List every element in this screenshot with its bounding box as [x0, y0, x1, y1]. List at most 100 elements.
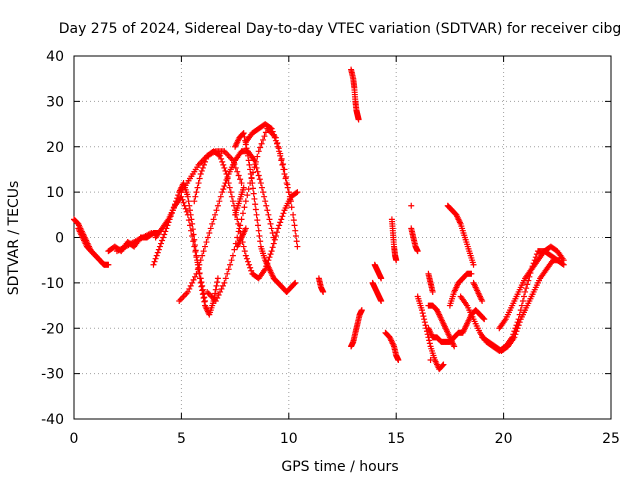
data-point-marker: [533, 251, 540, 258]
data-point-marker: [421, 316, 428, 323]
x-tick-label: 15: [387, 431, 405, 447]
data-point-marker: [262, 198, 269, 205]
data-point-marker: [418, 307, 425, 314]
data-point-marker: [256, 232, 263, 239]
data-point-marker: [196, 261, 203, 268]
data-point-marker: [523, 285, 530, 292]
data-point-marker: [244, 149, 251, 156]
data-point-marker: [291, 280, 298, 287]
data-point-marker: [294, 189, 301, 196]
data-point-marker: [269, 128, 276, 135]
data-point-marker: [287, 198, 294, 205]
data-point-marker: [261, 193, 268, 200]
data-point-marker: [265, 211, 272, 218]
data-point-marker: [252, 201, 259, 208]
data-point-marker: [151, 258, 158, 265]
data-point-marker: [224, 175, 231, 182]
data-point-marker: [186, 207, 193, 214]
data-point-marker: [288, 204, 295, 211]
data-point-marker: [226, 184, 233, 191]
data-point-marker: [256, 176, 263, 183]
data-point-marker: [197, 275, 204, 282]
data-point-marker: [228, 257, 235, 264]
data-point-marker: [257, 180, 264, 187]
data-point-marker: [254, 217, 261, 224]
data-point-marker: [283, 180, 290, 187]
data-point-marker: [240, 184, 247, 191]
data-point-marker: [519, 298, 526, 305]
data-point-marker: [222, 167, 229, 174]
data-point-marker: [272, 137, 279, 144]
data-point-marker: [235, 172, 242, 179]
data-point-marker: [248, 175, 255, 182]
data-point-marker: [320, 288, 327, 295]
data-point-marker: [187, 282, 194, 289]
data-point-marker: [272, 232, 279, 239]
data-point-marker: [212, 290, 219, 297]
data-point-marker: [189, 232, 196, 239]
data-point-marker: [414, 248, 421, 255]
data-point-marker: [378, 275, 385, 282]
y-tick-label: 20: [46, 140, 64, 156]
data-point-marker: [267, 124, 274, 131]
data-point-marker: [238, 216, 245, 223]
data-point-marker: [239, 210, 246, 217]
y-axis-label: SDTVAR / TECUs: [6, 181, 22, 296]
data-point-marker: [213, 207, 220, 214]
data-point-marker: [179, 196, 186, 203]
data-point-marker: [293, 238, 300, 245]
y-tick-label: -20: [41, 321, 64, 337]
data-point-marker: [240, 243, 247, 250]
data-point-marker: [260, 136, 267, 143]
data-point-marker: [273, 229, 280, 236]
data-point-marker: [227, 189, 234, 196]
data-point-marker: [183, 208, 190, 215]
series-arc-23: [414, 293, 447, 373]
data-point-marker: [200, 248, 207, 255]
data-point-marker: [201, 294, 208, 301]
data-point-marker: [193, 270, 200, 277]
data-point-marker: [426, 340, 433, 347]
data-point-marker: [237, 176, 244, 183]
x-tick-label: 20: [495, 431, 513, 447]
series-arc-28: [479, 257, 563, 354]
data-point-marker: [276, 148, 283, 155]
series-arc-4: [113, 229, 155, 255]
data-point-marker: [229, 198, 236, 205]
data-point-marker: [255, 227, 262, 234]
data-point-marker: [242, 252, 249, 259]
data-point-marker: [429, 288, 436, 295]
data-point-marker: [199, 282, 206, 289]
data-point-marker: [219, 282, 226, 289]
data-point-marker: [203, 239, 210, 246]
data-point-marker: [196, 270, 203, 277]
data-point-marker: [260, 189, 267, 196]
data-point-marker: [252, 206, 259, 213]
data-point-marker: [185, 217, 192, 224]
data-point-marker: [258, 140, 265, 147]
chart-title: Day 275 of 2024, Sidereal Day-to-day VTE…: [59, 21, 622, 37]
data-point-marker: [215, 152, 222, 159]
y-tick-label: -10: [41, 276, 64, 292]
data-point-marker: [290, 217, 297, 224]
series-arc-20: [382, 329, 402, 364]
data-point-marker: [273, 140, 280, 147]
data-point-marker: [269, 229, 276, 236]
data-point-marker: [419, 310, 426, 317]
data-point-marker: [221, 279, 228, 286]
data-point-marker: [198, 279, 205, 286]
data-point-marker: [214, 295, 221, 301]
data-point-marker: [270, 131, 277, 138]
data-point-marker: [206, 229, 213, 236]
data-point-marker: [286, 193, 293, 200]
series-arc-25: [425, 302, 458, 350]
tick-labels: 0 5 10 15 20 25 -40 -30 -20 -10 0 10 20 30 40: [41, 49, 620, 447]
data-point-marker: [268, 225, 275, 232]
series-arc-31: [470, 279, 486, 305]
data-point-marker: [220, 161, 227, 168]
data-point-marker: [291, 222, 298, 229]
data-point-marker: [422, 322, 429, 329]
data-point-marker: [199, 164, 206, 171]
data-point-marker: [439, 362, 446, 369]
axis-ticks: [73, 55, 612, 420]
